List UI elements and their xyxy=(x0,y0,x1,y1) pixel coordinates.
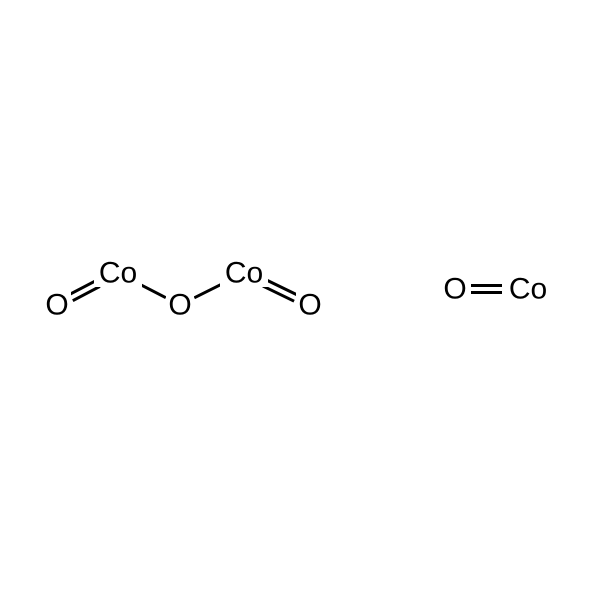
atom-Co1: Co xyxy=(99,257,137,290)
atom-O4: O xyxy=(443,273,466,306)
atom-Co2: Co xyxy=(225,257,263,290)
molecule-diagram: O Co O Co O O Co xyxy=(0,0,600,600)
atom-O1: O xyxy=(45,289,68,322)
atom-O2: O xyxy=(168,289,191,322)
atom-Co3: Co xyxy=(509,273,547,306)
atom-O3: O xyxy=(298,289,321,322)
